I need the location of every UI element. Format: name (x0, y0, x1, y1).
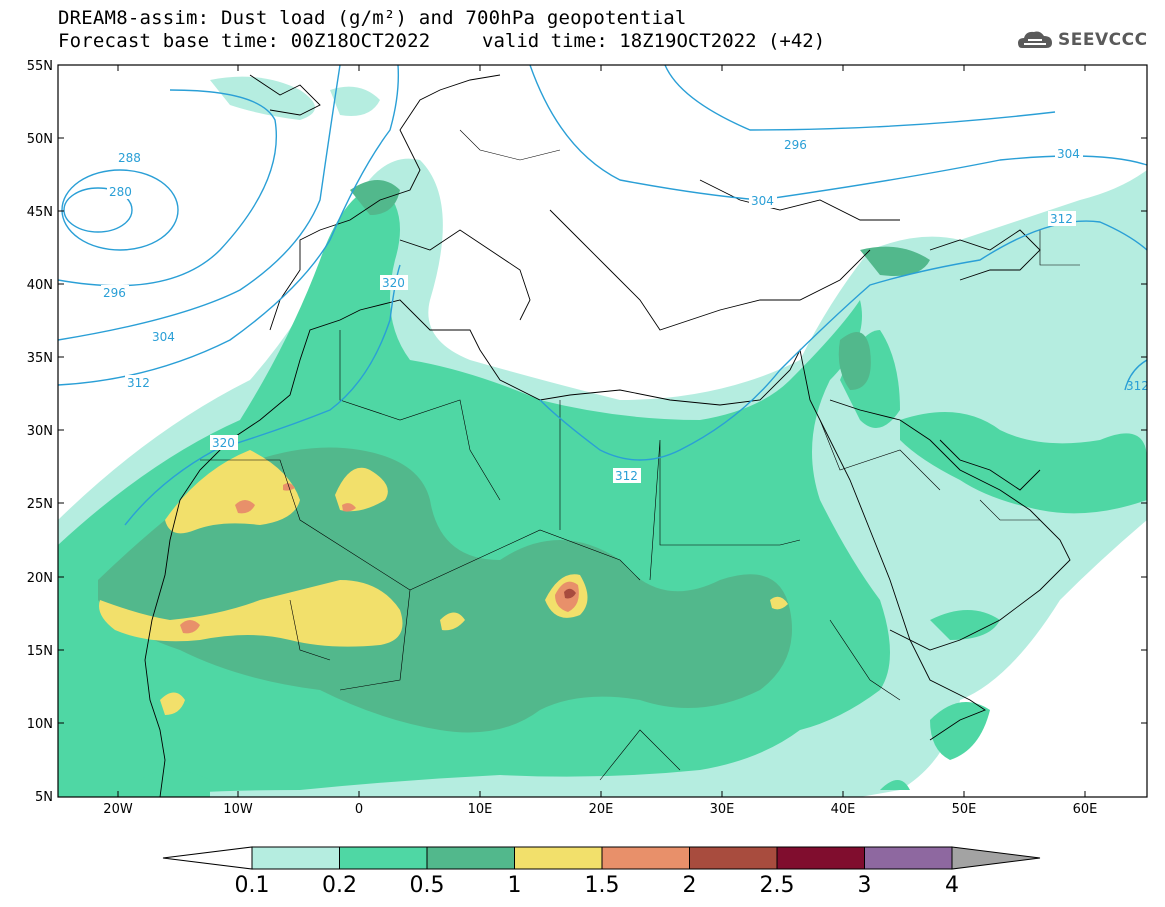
colorbar-swatch (601, 846, 690, 870)
contour-label: 312 (615, 469, 638, 483)
lat-label: 15N (27, 644, 53, 659)
colorbar-swatch (776, 846, 865, 870)
lat-label: 30N (27, 424, 53, 439)
seevccc-logo (1018, 31, 1052, 48)
contour-label: 296 (103, 286, 126, 300)
lon-label: 10W (223, 802, 253, 817)
colorbar-swatch (864, 846, 953, 870)
coastlines (144, 74, 1071, 797)
lon-label: 0 (355, 802, 363, 817)
colorbar-swatch (339, 846, 428, 870)
latitude-labels: 55N 50N 45N 40N 35N 30N 25N 20N 15N 10N … (27, 59, 53, 805)
contour-label: 288 (118, 151, 141, 165)
lat-label: 20N (27, 571, 53, 586)
colorbar-swatch (514, 846, 603, 870)
valid-time-label: valid time: 18Z19OCT2022 (+42) (482, 30, 826, 52)
contour-label: 304 (152, 330, 175, 344)
contour-label: 312 (1050, 212, 1073, 226)
borders (200, 129, 1080, 781)
base-time-label: Forecast base time: 00Z18OCT2022 (58, 30, 431, 52)
lat-label: 55N (27, 59, 53, 74)
colorbar-level-label: 1.5 (585, 873, 620, 898)
colorbar-level-label: 2.5 (760, 873, 795, 898)
contour-label: 312 (127, 376, 150, 390)
lat-label: 10N (27, 717, 53, 732)
lat-label: 25N (27, 497, 53, 512)
lat-label: 40N (27, 278, 53, 293)
colorbar-swatch (689, 846, 778, 870)
map-frame (57, 64, 1148, 798)
colorbar-level-label: 1 (508, 873, 522, 898)
colorbar-level-label: 3 (858, 873, 872, 898)
contour-label: 280 (109, 185, 132, 199)
lon-label: 40E (831, 802, 856, 817)
lon-label: 30E (710, 802, 735, 817)
colorbar-level-label: 0.5 (410, 873, 445, 898)
dust-level-2 (564, 588, 576, 599)
contour-label: 304 (751, 194, 774, 208)
contour-label: 312 (1126, 379, 1149, 393)
colorbar-over-triangle (951, 846, 1041, 870)
lat-label: 50N (27, 132, 53, 147)
contour-label: 320 (382, 276, 405, 290)
longitude-axis (117, 65, 1086, 797)
colorbar: 0.1 0.2 0.5 1 1.5 2 2.5 3 4 (162, 846, 1041, 898)
lat-label: 5N (35, 790, 53, 805)
colorbar-level-label: 4 (945, 873, 959, 898)
dust-level-1 (99, 450, 788, 715)
contour-label: 296 (784, 138, 807, 152)
colorbar-level-label: 0.2 (322, 873, 357, 898)
lon-label: 60E (1073, 802, 1098, 817)
contour-labels: 288 280 296 304 312 320 320 312 296 304 … (101, 137, 1149, 483)
lon-label: 20W (103, 802, 133, 817)
logo-text: SEEVCCC (1058, 30, 1148, 50)
colorbar-swatch (426, 846, 515, 870)
map-title: DREAM8-assim: Dust load (g/m²) and 700hP… (58, 7, 687, 29)
geopotential-contours (58, 65, 1147, 526)
colorbar-under-triangle (162, 846, 253, 870)
contour-label: 304 (1057, 147, 1080, 161)
lat-label: 35N (27, 351, 53, 366)
colorbar-level-label: 0.1 (235, 873, 270, 898)
lon-label: 10E (468, 802, 493, 817)
colorbar-level-label: 2 (683, 873, 697, 898)
latitude-axis (58, 64, 1147, 724)
contour-label: 320 (212, 436, 235, 450)
lat-label: 45N (27, 205, 53, 220)
lon-label: 50E (952, 802, 977, 817)
colorbar-swatch (251, 846, 340, 870)
longitude-labels: 20W 10W 0 10E 20E 30E 40E 50E 60E (103, 802, 1097, 817)
lon-label: 20E (589, 802, 614, 817)
